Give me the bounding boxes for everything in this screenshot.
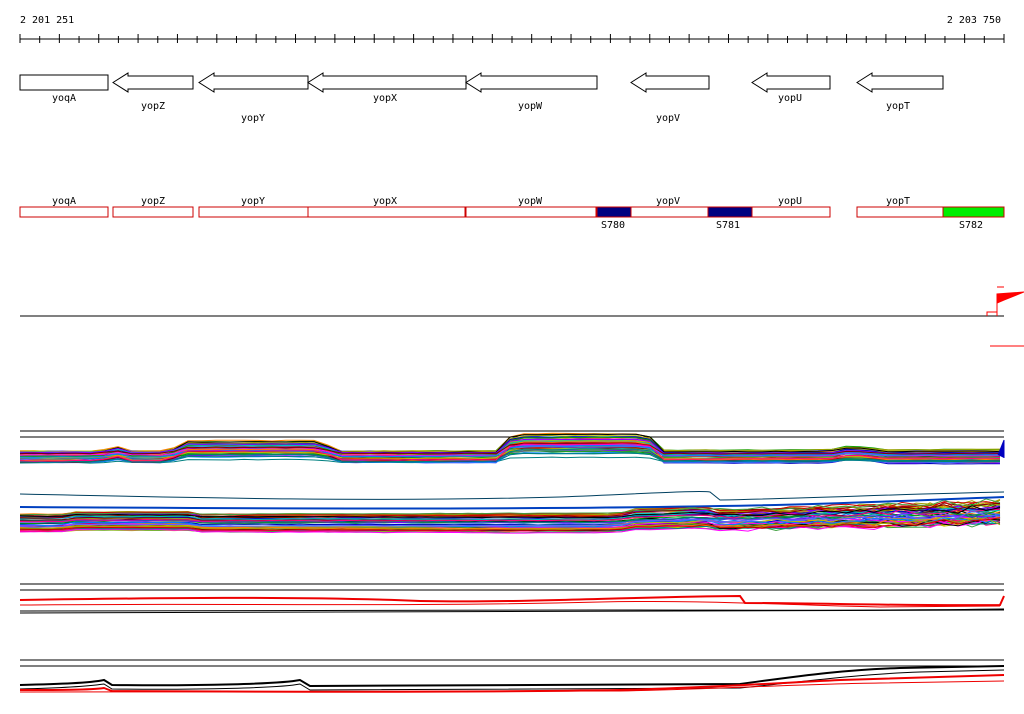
segment-label: yopW — [518, 196, 543, 207]
gene-arrow[interactable]: yopX — [307, 72, 467, 104]
profile-panel-2 — [19, 490, 1005, 534]
segment-label: yopY — [241, 196, 265, 207]
ruler-end-label: 2 203 750 — [947, 15, 1001, 26]
profile-edge-marker — [997, 439, 1005, 458]
gene-arrow[interactable]: yopY — [198, 72, 309, 124]
gene-arrow-label: yopV — [656, 113, 680, 124]
gene-segment[interactable]: yoqA — [19, 196, 109, 218]
gene-arrow[interactable]: yoqA — [19, 74, 109, 104]
profile-line — [19, 517, 1001, 531]
gene-segment[interactable]: yopY — [198, 196, 309, 218]
profile-line — [19, 444, 1001, 458]
gene-arrow-label: yoqA — [52, 93, 76, 104]
gene-segment[interactable]: yopW — [465, 196, 597, 218]
profile-line — [19, 680, 1005, 693]
gene-arrow[interactable]: yopZ — [112, 72, 194, 112]
profile-line — [19, 600, 1001, 608]
gene-segment[interactable]: yopZ — [112, 196, 194, 218]
feature-segment[interactable]: S782 — [942, 206, 1005, 231]
profile-panel-1 — [19, 430, 1005, 465]
profile-line — [19, 510, 1001, 528]
profile-line — [19, 665, 1005, 688]
feature-label: S781 — [716, 220, 740, 231]
profile-line — [19, 609, 1005, 614]
gene-segment[interactable]: yopX — [307, 196, 466, 218]
gene-arrow-label: yopT — [886, 101, 910, 112]
feature-segment[interactable]: S780 — [596, 206, 632, 231]
profile-panel-3 — [19, 583, 1005, 614]
profile-line — [19, 490, 1005, 501]
coordinate-ruler: 2 201 251 2 203 750 — [19, 15, 1005, 43]
feature-segment[interactable]: S781 — [707, 206, 753, 231]
segment-track: yoqA yopZ yopY yopX yopW S780 yopV S781 — [19, 196, 1005, 231]
gene-arrow[interactable]: yopV — [630, 72, 710, 124]
profile-line — [19, 443, 1001, 462]
signal-track — [20, 286, 1024, 347]
gene-arrow-label: yopW — [518, 101, 543, 112]
gene-arrow[interactable]: yopT — [856, 72, 944, 112]
ruler-start-label: 2 201 251 — [20, 15, 74, 26]
flag-icon[interactable] — [996, 291, 1024, 312]
profile-line — [19, 498, 1001, 516]
gene-arrow-label: yopY — [241, 113, 265, 124]
profile-line — [19, 433, 1001, 454]
profile-line — [19, 507, 1001, 521]
feature-label: S782 — [959, 220, 983, 231]
profile-line — [19, 517, 1001, 531]
profile-line — [19, 442, 1001, 455]
profile-line — [19, 501, 1001, 516]
ruler-ticks — [19, 34, 1005, 43]
gene-arrow-label: yopU — [778, 93, 802, 104]
segment-label: yopV — [656, 196, 680, 207]
gene-arrow[interactable]: yopW — [465, 72, 598, 112]
segment-label: yopT — [886, 196, 910, 207]
segment-label: yopX — [373, 196, 397, 207]
gene-arrow[interactable]: yopU — [751, 72, 831, 104]
profile-line — [19, 508, 1001, 523]
signal-step — [986, 311, 998, 316]
profile-line — [19, 438, 1001, 455]
gene-segment[interactable]: yopU — [751, 196, 831, 218]
segment-label: yopU — [778, 196, 802, 207]
profile-line — [19, 519, 1001, 534]
profile-line — [19, 505, 1001, 519]
gene-arrow-track: yoqA yopZ yopY yopX yopW yopV yopU yopT — [19, 72, 944, 124]
gene-arrow-label: yopZ — [141, 101, 165, 112]
profile-line — [19, 496, 1005, 510]
profile-line — [19, 594, 1005, 607]
profile-line — [19, 514, 1001, 528]
feature-label: S780 — [601, 220, 625, 231]
profile-line — [19, 448, 1001, 463]
segment-label: yopZ — [141, 196, 165, 207]
profile-panel-4 — [19, 659, 1005, 693]
gene-segment[interactable]: yopV — [630, 196, 709, 218]
segment-label: yoqA — [52, 196, 76, 207]
gene-segment[interactable]: yopT — [856, 196, 944, 218]
gene-arrow-label: yopX — [373, 93, 397, 104]
profile-line — [19, 452, 1000, 463]
